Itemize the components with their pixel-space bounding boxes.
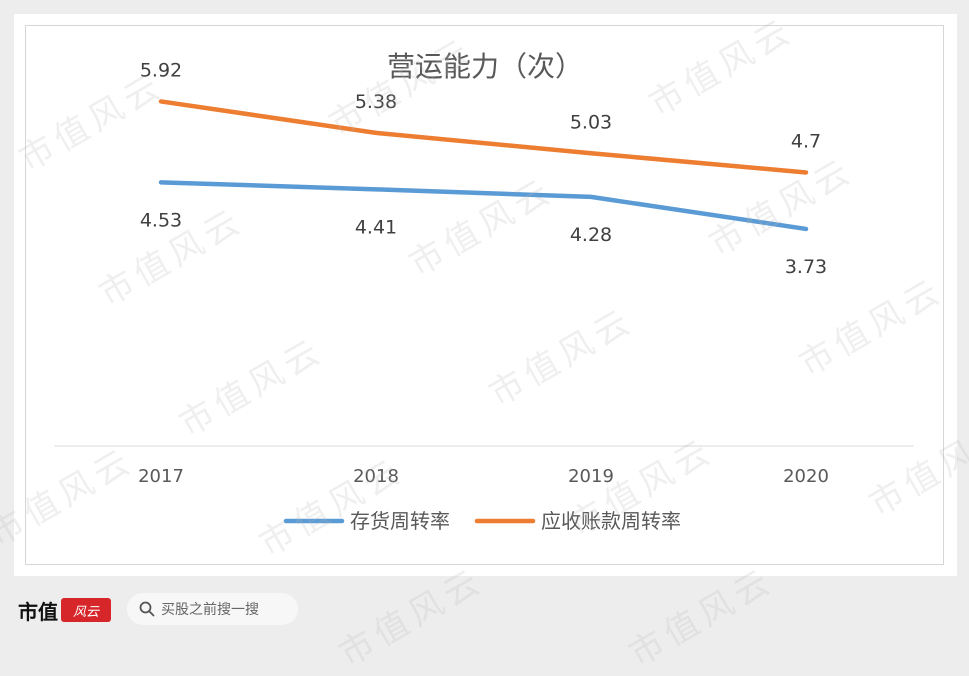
data-label: 4.53	[140, 209, 182, 231]
data-label: 5.38	[355, 91, 397, 113]
data-label: 4.41	[355, 216, 397, 238]
search-box[interactable]: 买股之前搜一搜	[127, 593, 298, 625]
search-icon	[139, 601, 155, 617]
footer-bar: 市值 风云 买股之前搜一搜	[0, 580, 969, 640]
brand-text: 市值	[18, 599, 58, 624]
brand-seal-logo: 风云	[61, 598, 111, 622]
series-line-1	[158, 180, 809, 232]
legend-label-1: 存货周转率	[350, 509, 450, 533]
series-line-2	[158, 99, 809, 175]
data-label: 5.03	[570, 111, 612, 133]
chart-title: 营运能力（次）	[387, 50, 583, 83]
data-label: 4.28	[570, 224, 612, 246]
search-placeholder: 买股之前搜一搜	[161, 602, 259, 618]
legend-label-2: 应收账款周转率	[541, 509, 681, 533]
data-label: 3.73	[785, 256, 827, 278]
x-tick-label: 2018	[353, 466, 399, 487]
line-chart: 营运能力（次） 2017 2018 2019 2020 4.53 4.41 4.28 3.73 5…	[54, 50, 914, 533]
chart-card: 营运能力（次） 2017 2018 2019 2020 4.53 4.41 4.28 3.73 5…	[14, 14, 957, 576]
data-label: 5.92	[140, 59, 182, 81]
x-tick-label: 2017	[138, 466, 184, 487]
brand-logo[interactable]: 市值 风云	[18, 596, 111, 624]
x-tick-label: 2020	[783, 466, 829, 487]
data-label: 4.7	[791, 130, 821, 152]
x-tick-label: 2019	[568, 466, 614, 487]
chart-frame	[25, 25, 944, 565]
